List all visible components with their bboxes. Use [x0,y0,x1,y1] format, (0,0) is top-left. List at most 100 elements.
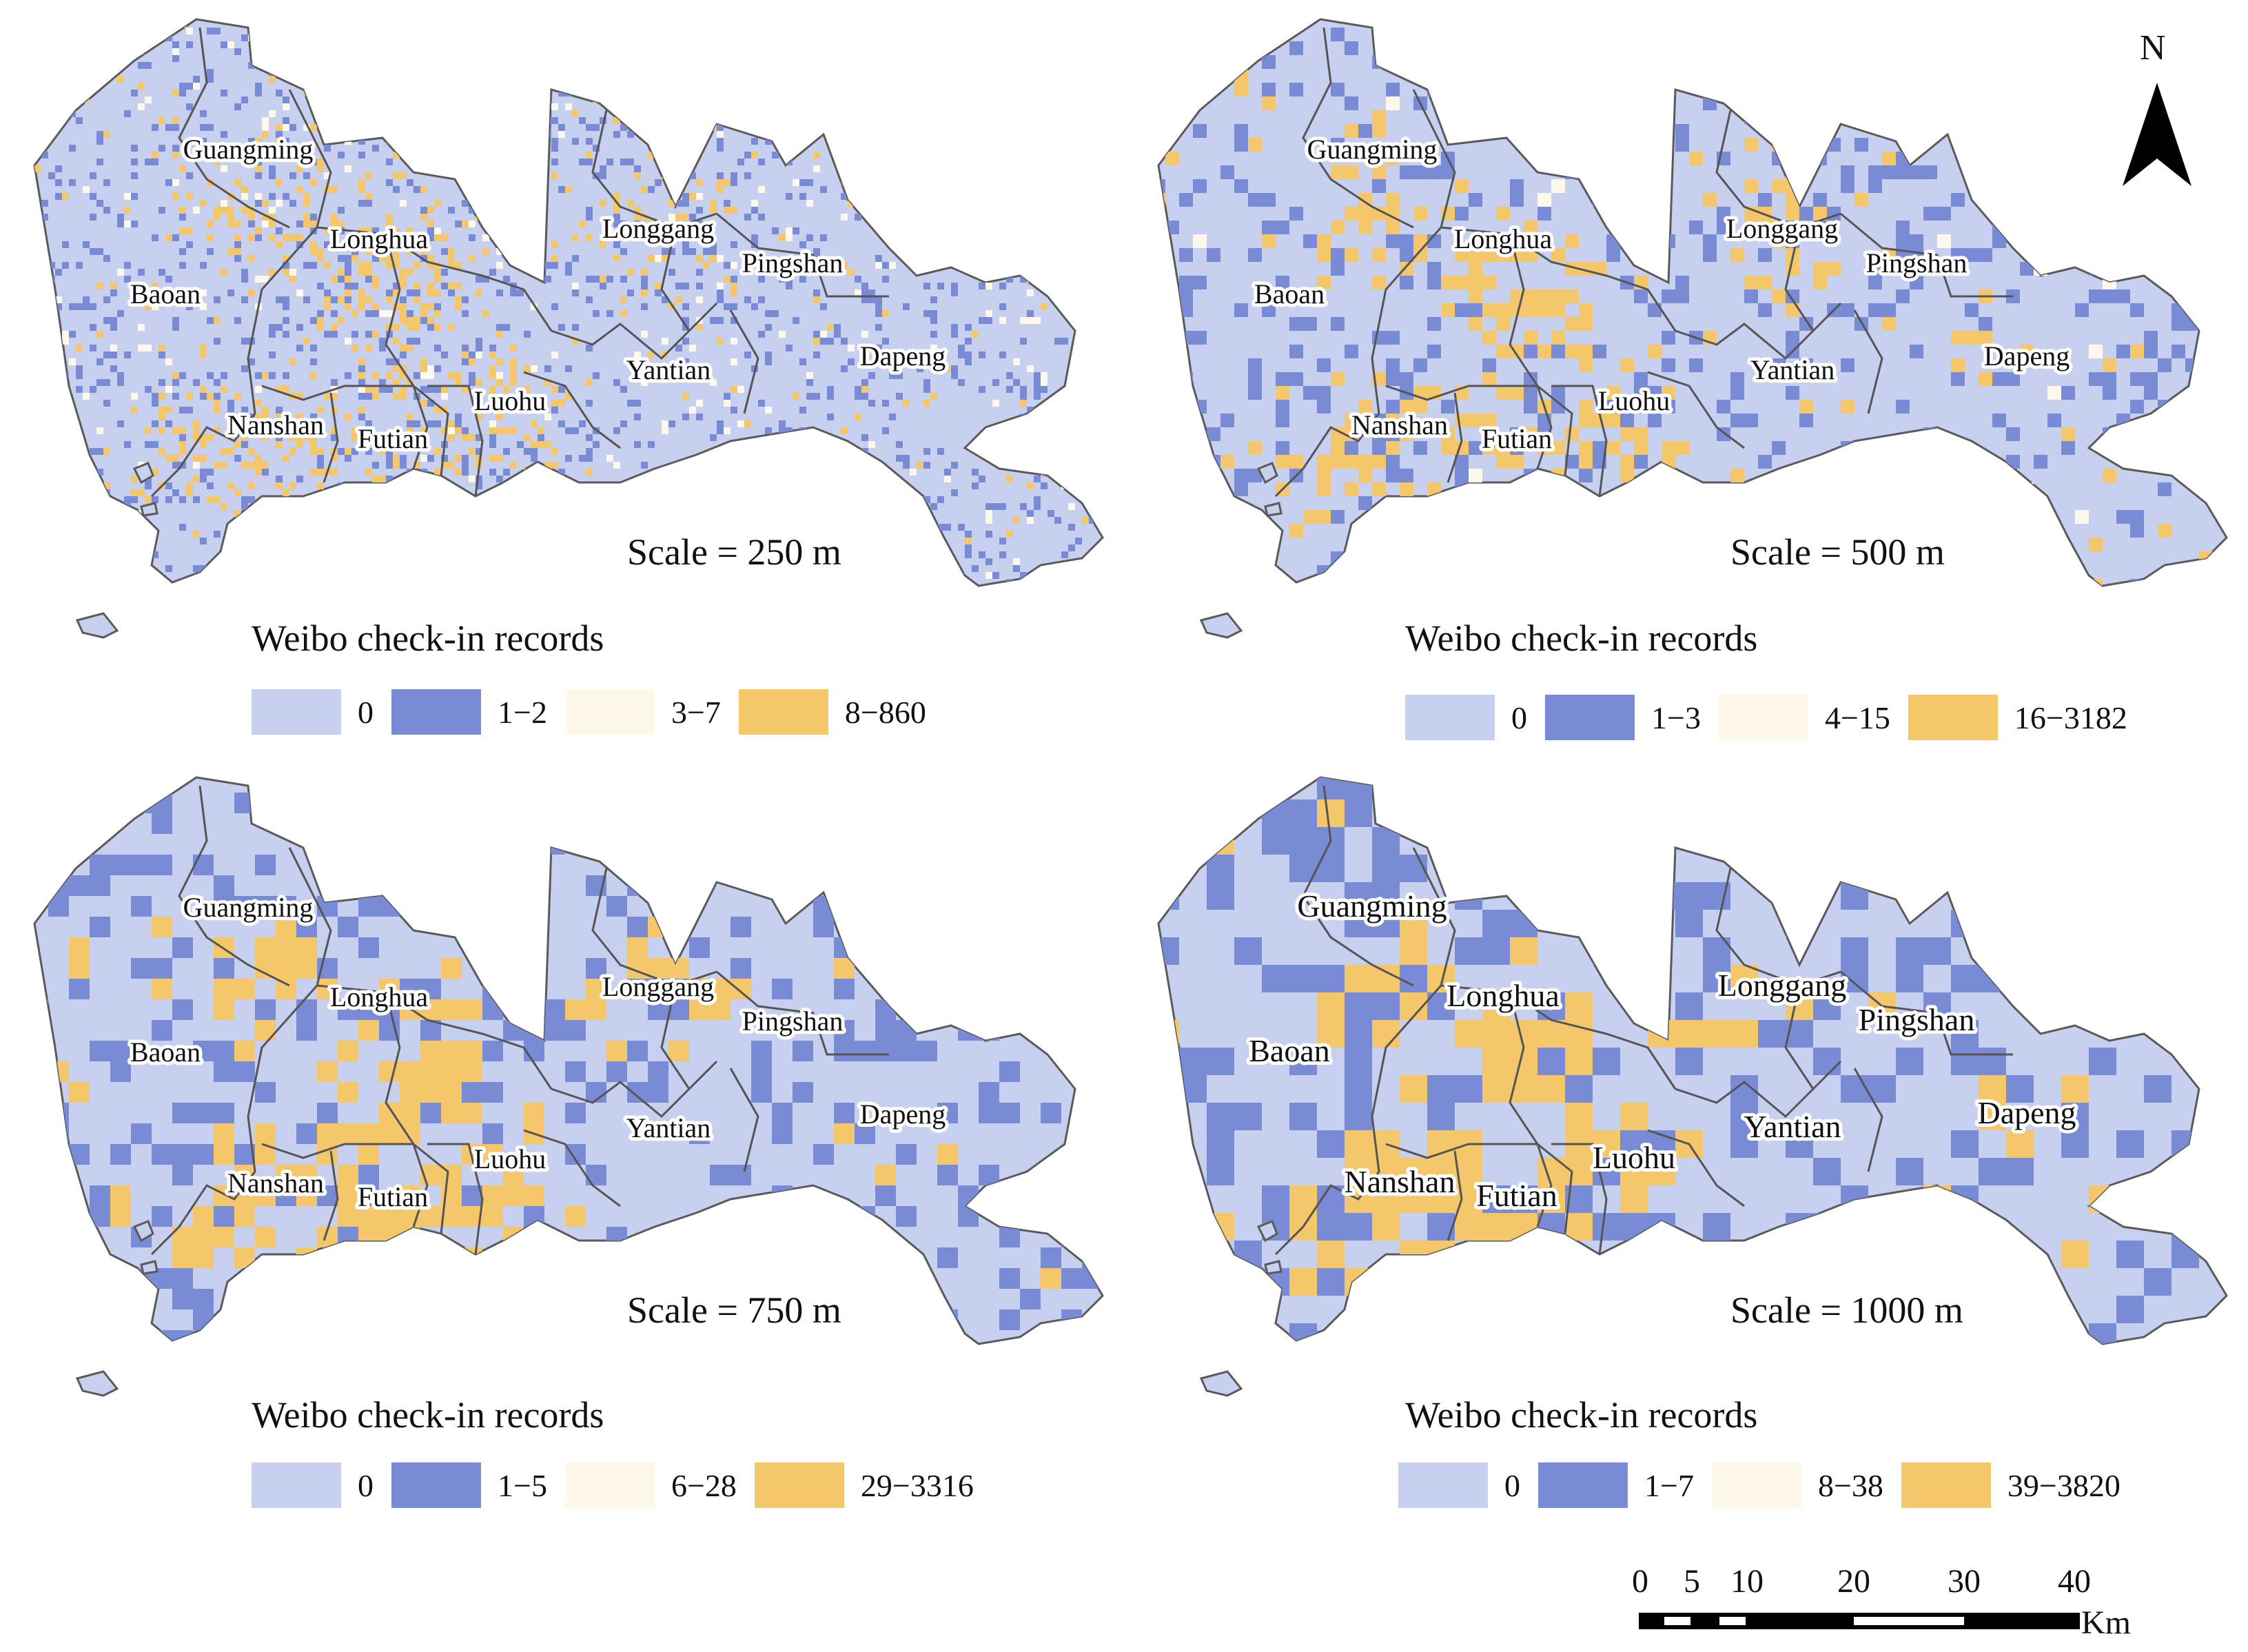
grid-cell [1951,110,1965,124]
grid-cell [90,503,96,510]
grid-cell [1006,531,1013,538]
grid-cell [159,393,165,400]
grid-cell [1882,510,1896,524]
grid-cell [2061,1075,2089,1103]
grid-cell [351,255,358,262]
grid-cell [1220,455,1234,469]
grid-cell [165,386,172,393]
grid-cell [1075,572,1082,579]
district-label-longhua: Longhua [330,223,428,254]
grid-cell [1041,834,1061,855]
grid-cell [400,276,407,283]
grid-cell [1979,165,1992,179]
grid-cell [2199,55,2213,69]
grid-cell [489,441,496,448]
grid-cell [2034,165,2047,179]
grid-cell [1675,565,1689,579]
grid-cell [1648,827,1675,855]
grid-cell [786,34,793,41]
grid-cell [248,496,255,503]
grid-cell [69,572,76,579]
grid-cell [310,441,317,448]
grid-cell [979,1103,999,1123]
grid-cell [303,221,310,227]
grid-cell [923,48,930,55]
grid-cell [338,317,345,324]
grid-cell [255,572,262,579]
grid-cell [1089,517,1096,524]
grid-cell [1082,572,1089,579]
grid-cell [1372,455,1386,469]
grid-cell [1717,496,1730,510]
grid-cell [214,979,234,999]
grid-cell [1158,799,1179,827]
grid-cell [283,145,289,152]
grid-cell [1882,303,1896,317]
grid-cell [407,131,413,138]
grid-cell [538,400,544,407]
grid-cell [930,393,937,400]
grid-cell [1606,496,1620,510]
grid-cell [1317,455,1331,469]
grid-cell [875,310,882,317]
grid-cell [462,510,469,517]
grid-cell [710,524,717,531]
grid-cell [593,310,600,317]
grid-cell [1841,358,1854,372]
grid-cell [234,979,255,999]
grid-cell [489,393,496,400]
grid-cell [944,234,951,241]
grid-cell [1786,165,1799,179]
grid-cell [172,117,179,124]
grid-cell [103,179,110,186]
grid-cell [531,365,538,372]
grid-cell [620,310,627,317]
grid-cell [1510,1048,1537,1075]
grid-cell [551,386,558,393]
grid-cell [2185,400,2199,414]
grid-cell [310,427,317,434]
grid-cell [1220,565,1234,579]
grid-cell [448,283,455,289]
grid-cell [1041,482,1048,489]
grid-cell [1703,799,1730,827]
grid-cell [200,441,207,448]
grid-cell [1537,193,1551,207]
grid-cell [1537,1185,1565,1213]
grid-cell [565,55,572,62]
grid-cell [772,793,793,813]
grid-cell [1482,96,1496,110]
grid-cell [365,558,372,565]
grid-cell [296,538,303,544]
grid-cell [1103,303,1110,310]
grid-cell [1027,110,1034,117]
grid-cell [296,1165,317,1185]
grid-cell [1248,469,1262,482]
grid-cell [186,193,193,200]
grid-cell [1758,482,1772,496]
grid-cell [1034,379,1041,386]
grid-cell [1048,572,1054,579]
grid-cell [1620,551,1634,565]
grid-cell [868,400,875,407]
grid-cell [558,579,565,586]
grid-cell [1524,289,1537,303]
grid-cell [28,262,34,269]
grid-cell [1082,777,1103,793]
grid-cell [255,138,262,145]
grid-cell [992,179,999,186]
grid-cell [386,296,393,303]
grid-cell [255,517,262,524]
grid-cell [758,214,765,221]
district-label-yantian: Yantian [626,1112,711,1143]
grid-cell [303,193,310,200]
grid-cell [310,214,317,221]
grid-cell [1179,303,1193,317]
grid-cell [1565,234,1579,248]
grid-cell [269,193,276,200]
grid-cell [717,296,724,303]
grid-cell [1372,248,1386,262]
grid-cell [1103,455,1110,462]
grid-cell [1868,110,1882,124]
grid-cell [407,338,413,345]
